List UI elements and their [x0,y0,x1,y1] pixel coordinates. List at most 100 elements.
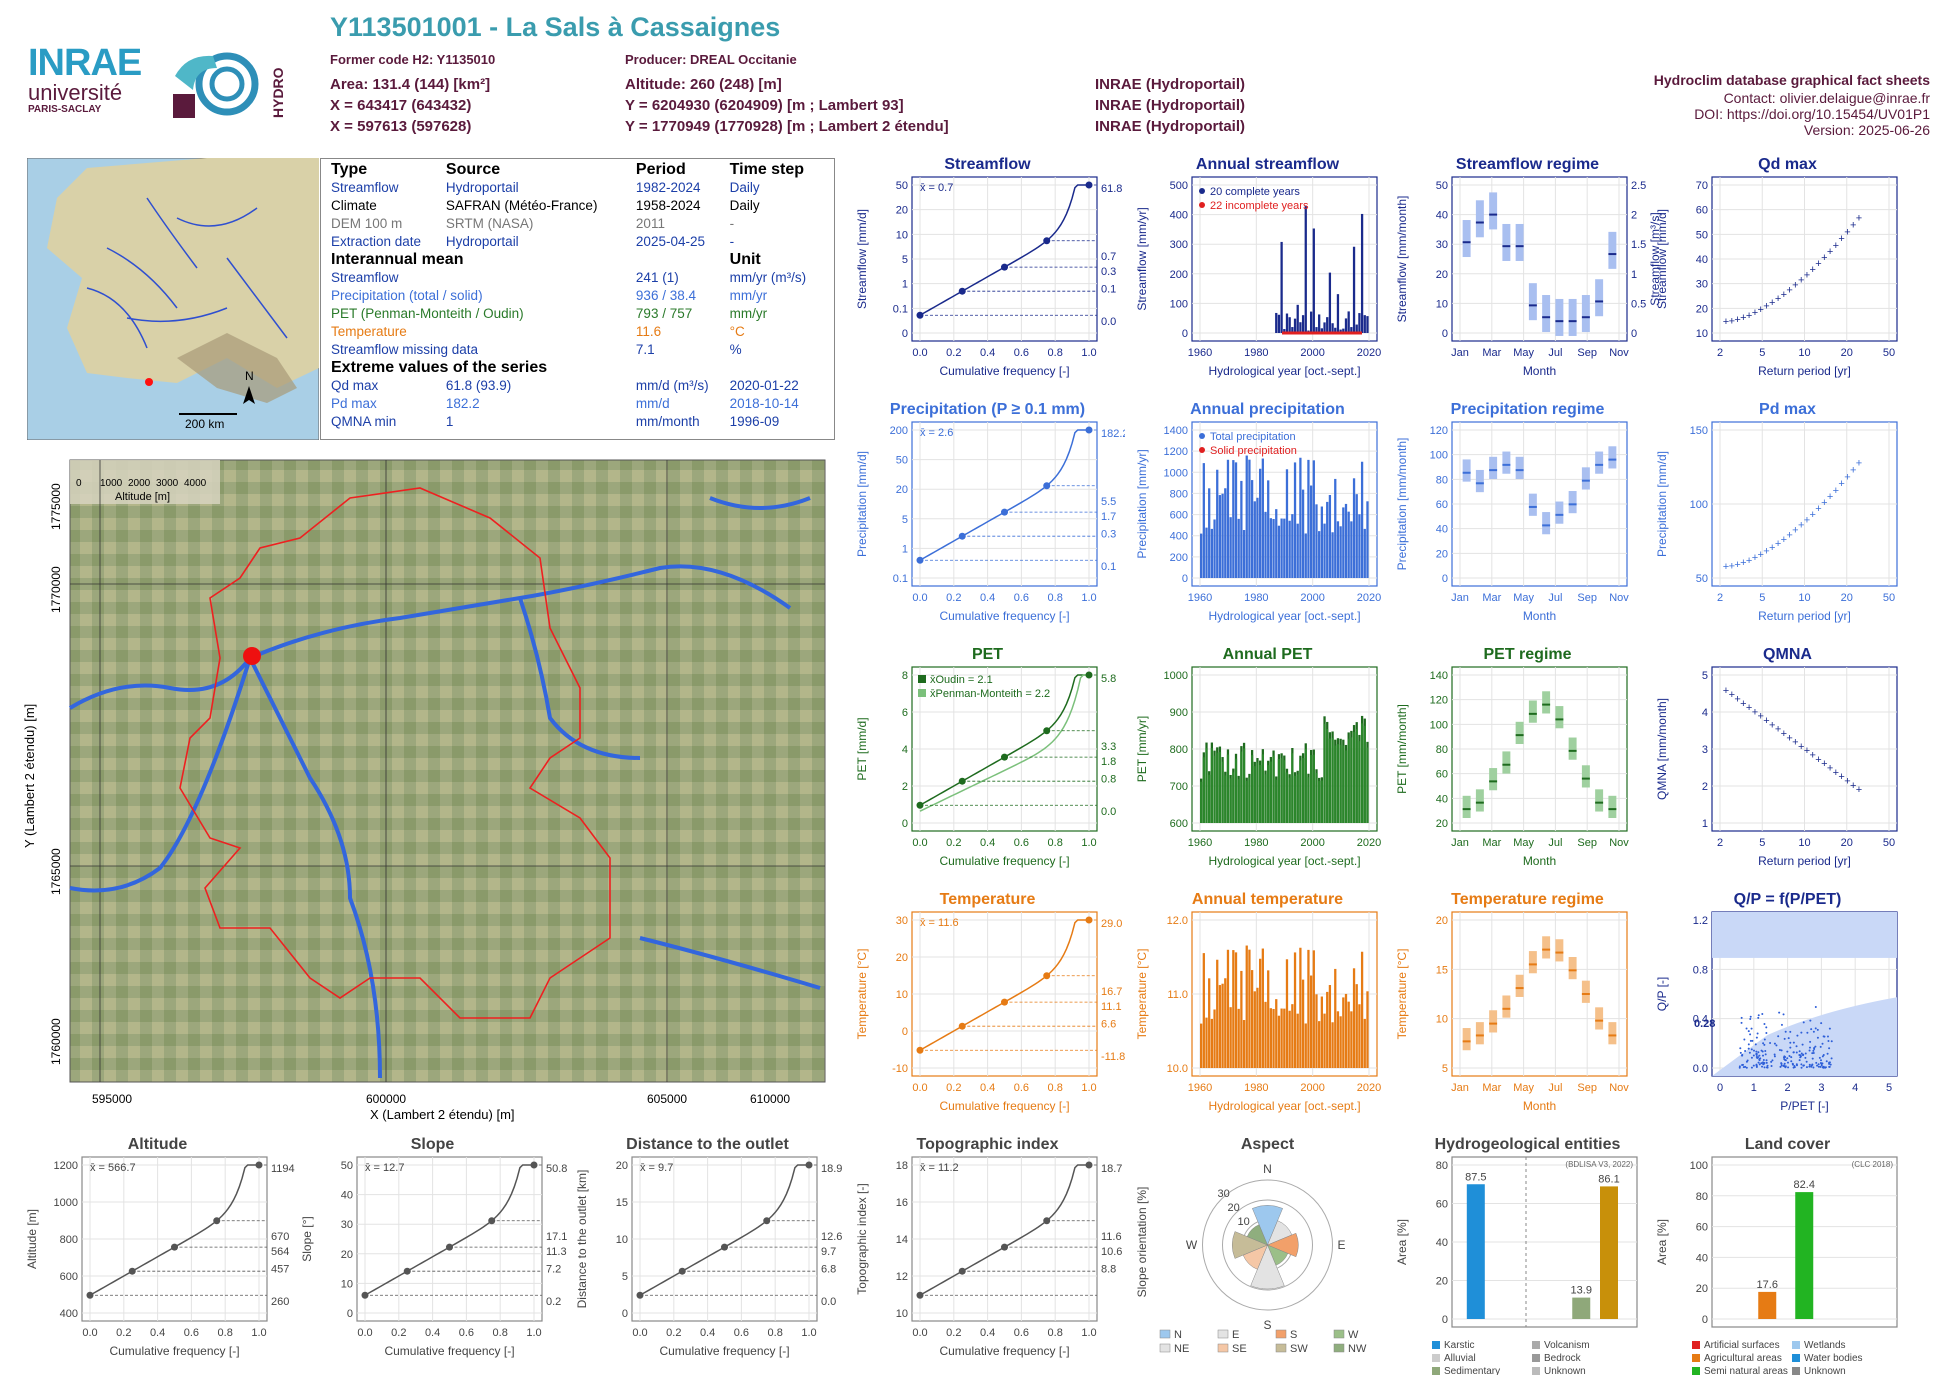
return-period-point: + [1798,275,1804,287]
annual-bar [1240,480,1243,578]
annual-bar [1237,1008,1240,1068]
annual-bar [1237,518,1240,578]
annual-bar [1366,316,1369,333]
annual-bar-oudin [1261,754,1264,823]
qp-point [1828,1062,1831,1065]
qp-point [1817,1065,1820,1068]
aspect-direction: S [1263,1318,1271,1332]
plot-frame [1191,421,1378,587]
y-tick: 20 [1436,548,1448,560]
annual-bar [1304,1023,1307,1068]
pet-regime-chart: PET regime PET [mm/month] Month Jan Mar May Ju… [1395,646,1629,868]
qp-point [1777,1035,1780,1038]
qp-point [1783,1062,1786,1065]
x-tick: 0.0 [357,1327,372,1339]
y-tick: 400 [1170,531,1188,543]
annual-bar [1352,968,1356,1068]
qp-point [1784,1030,1787,1033]
qp-point [1752,1049,1755,1052]
producer: Producer: DREAL Occitanie [625,52,797,67]
regime-box [1595,789,1604,812]
quantile-label: 18.9 [821,1163,842,1175]
x-tick: 0.6 [1014,1327,1029,1339]
qp-point [1757,1051,1760,1054]
x-tick: 0.6 [1014,592,1029,604]
x-tick: 2020 [1357,347,1381,359]
y-tick: 14 [896,1234,908,1246]
x-tick: 0.0 [82,1327,97,1339]
qp-point [1823,1035,1826,1038]
y-tick: 200 [1170,552,1188,564]
annual-bar-oudin [1229,778,1232,823]
y-tick: 10 [896,989,908,1001]
return-period-point: + [1723,316,1729,328]
qp-point [1762,1059,1765,1062]
qp-point [1763,1038,1766,1041]
legend-label: Unknown [1544,1366,1586,1375]
qp-point [1795,1051,1798,1054]
annual-bar [1347,1001,1350,1068]
chart-title: Pd max [1759,401,1816,418]
chart-title: Distance to the outlet [626,1136,789,1153]
annual-bar-oudin [1288,777,1291,823]
area: Area: 131.4 (144) [km²] [330,76,491,93]
y-tick: 10 [1696,328,1708,340]
y-tick: 120 [1430,695,1448,707]
y-axis-label: Temperature [°C] [855,949,869,1040]
qp-point [1809,1040,1812,1043]
ext-unit: mm/d (m³/s) [635,378,709,393]
x-tick: 2 [1785,1082,1791,1094]
regime-box [1542,295,1551,333]
quantile-label: 12.6 [821,1231,842,1243]
annual-bar [1293,462,1297,578]
quantile-label: 18.7 [1101,1163,1122,1175]
annual-bar [1315,994,1318,1068]
return-period-point: + [1810,264,1816,276]
qp-point [1757,1014,1760,1017]
mean-label: x̄ = 11.2 [920,1162,959,1174]
mean-label: x̄ = 12.7 [365,1162,404,1174]
cover-label: 86.1 [1598,1173,1619,1185]
annual-bar [1366,501,1369,578]
x-tick: Jul [1548,347,1562,359]
legend-label: Semi natural areas [1704,1366,1788,1375]
y-tick: 1 [902,543,908,555]
qp-point [1812,1051,1815,1054]
logo-paris-text: PARIS-SACLAY [28,104,102,115]
legend-swatch [1532,1341,1540,1349]
y-tick: 8 [902,670,908,682]
annual-bar-oudin [1205,748,1208,823]
annual-bar [1312,950,1315,1068]
y-tick: 800 [1170,488,1188,500]
x-tick: 0.6 [734,1327,749,1339]
regime-box [1595,1007,1604,1030]
qp-point [1762,1054,1765,1057]
regime-box [1595,279,1604,317]
qp-point [1808,1046,1811,1049]
quantile-label: 182.2 [1101,428,1125,440]
return-period-point: + [1833,240,1839,252]
x-tick: 0.8 [493,1327,508,1339]
y-tick: 5 [1702,670,1708,682]
annual-bar [1331,1022,1334,1068]
annual-bar [1342,997,1345,1068]
annual-bar [1256,987,1259,1068]
y2-tick: 0.5 [1631,298,1646,310]
row-type: Streamflow [331,180,399,195]
y-tick: 600 [1170,818,1188,830]
y2-tick: 2.5 [1631,180,1646,192]
x-tick: 1 [1751,1082,1757,1094]
mean-name: PET (Penman-Monteith / Oudin) [331,306,524,321]
x-tick: 0.2 [946,837,961,849]
qp-point [1828,1065,1831,1068]
annual-bar [1253,991,1256,1068]
station-marker [145,378,153,386]
annual-bar [1202,463,1205,578]
x-tick: Mar [1482,837,1501,849]
annual-bar [1315,504,1318,578]
qp-point [1759,1057,1762,1060]
qp-point [1742,1063,1745,1066]
qp-point [1762,1061,1765,1064]
return-period-point: + [1850,465,1856,477]
annual-bar [1318,314,1321,333]
